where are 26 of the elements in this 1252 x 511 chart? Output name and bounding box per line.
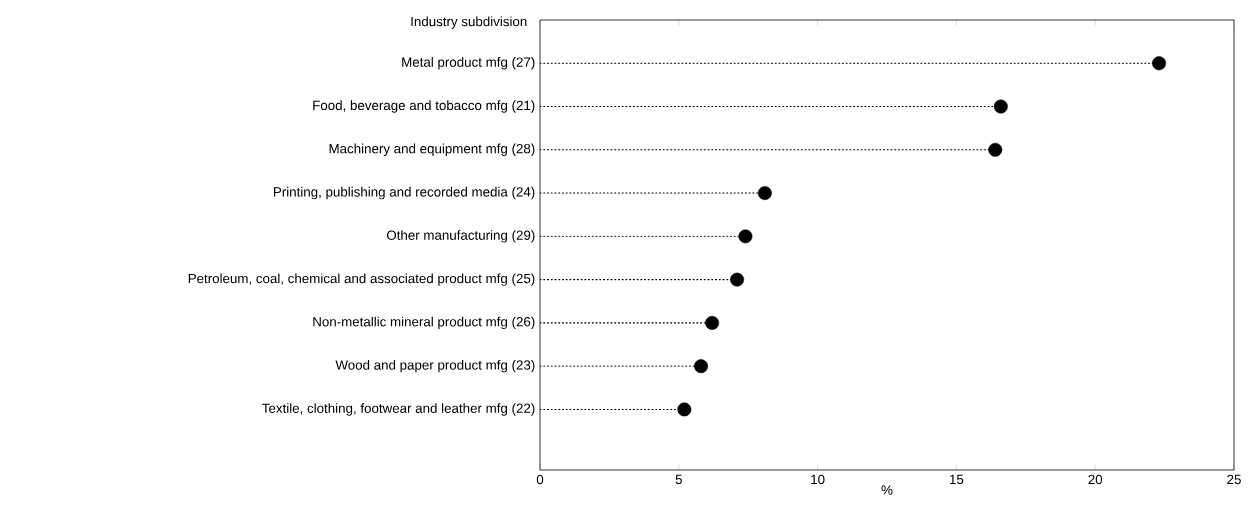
y-tick-label: Wood and paper product mfg (23) — [335, 359, 535, 373]
x-tick-label: 10 — [811, 474, 825, 485]
y-tick-label: Petroleum, coal, chemical and associated product mfg (25) — [188, 273, 535, 286]
x-axis-title: % — [881, 485, 893, 495]
y-tick-label: Other manufacturing (29) — [386, 230, 535, 243]
point — [677, 402, 692, 417]
point — [730, 272, 745, 287]
y-tick-label: Metal product mfg (27) — [402, 57, 535, 70]
y-tick-label: Textile, clothing, footwear and leather mfg (22) — [262, 403, 535, 416]
y-tick-label: Food, beverage and tobacco mfg (21) — [313, 100, 535, 113]
point — [757, 186, 772, 201]
y-tick-label: Printing, publishing and recorded media (24) — [274, 186, 535, 200]
point — [694, 359, 708, 374]
point — [988, 142, 1003, 157]
x-tick-label: 5 — [675, 474, 682, 485]
point — [738, 229, 753, 244]
x-tick-label: 20 — [1088, 474, 1103, 485]
point — [1152, 56, 1166, 71]
point — [705, 315, 720, 330]
x-tick-label: 0 — [536, 474, 544, 485]
y-tick-label: Machinery and equipment mfg (28) — [329, 143, 535, 157]
y-tick-label: Non-metallic mineral product mfg (26) — [313, 316, 535, 330]
point — [993, 99, 1008, 114]
y-axis-title: Industry subdivision — [411, 16, 527, 29]
x-tick-label: 15 — [950, 474, 964, 485]
x-tick-label: 25 — [1227, 474, 1241, 485]
